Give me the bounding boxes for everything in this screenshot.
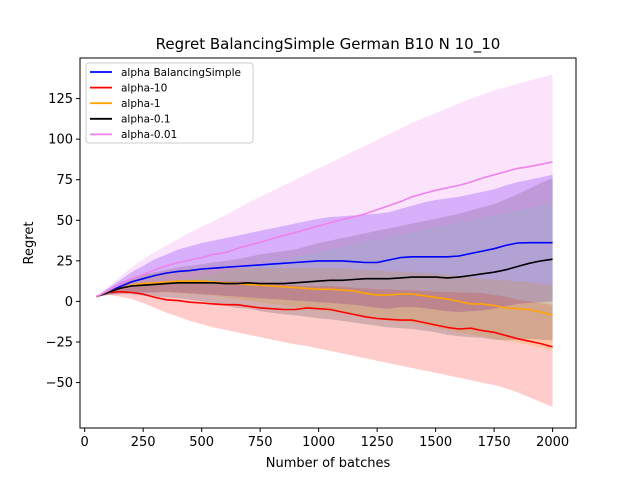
x-tick-label: 2000 xyxy=(536,435,569,450)
legend-label-alpha-10: alpha-10 xyxy=(121,82,167,94)
legend: alpha BalancingSimple alpha-10 alpha-1 alph… xyxy=(85,62,254,144)
legend-box xyxy=(85,62,254,144)
band-alpha-0-01 xyxy=(96,74,553,297)
line-alpha-balancingsimple xyxy=(96,241,553,298)
x-tick-label: 1250 xyxy=(361,435,394,450)
band-alpha-0-1 xyxy=(96,178,553,341)
line-alpha-0-1 xyxy=(96,258,553,298)
line-alpha-0-01 xyxy=(96,161,553,298)
legend-label-alpha-0-1: alpha-0.1 xyxy=(121,114,171,126)
y-axis-label: Regret xyxy=(22,222,37,265)
y-tick-label: 75 xyxy=(56,173,73,188)
y-axis-ticks: −50 −25 0 25 50 75 100 125 xyxy=(46,92,80,391)
legend-label-alpha-0-01: alpha-0.01 xyxy=(121,129,177,141)
series-lines xyxy=(96,161,553,348)
line-alpha-1 xyxy=(96,280,553,316)
x-tick-label: 0 xyxy=(81,435,89,450)
legend-label-alpha-1: alpha-1 xyxy=(121,98,161,110)
line-alpha-10 xyxy=(96,290,553,348)
y-tick-label: 125 xyxy=(48,92,73,107)
legend-label-alpha-balancingsimple: alpha BalancingSimple xyxy=(121,67,241,79)
y-tick-label: 25 xyxy=(56,254,73,269)
x-tick-label: 500 xyxy=(189,435,214,450)
axes-frame xyxy=(79,57,577,429)
plot-area xyxy=(96,74,553,407)
y-tick-label: 0 xyxy=(65,295,73,310)
band-alpha-10 xyxy=(96,281,553,407)
x-axis-ticks: 0 250 500 750 1000 1250 1500 1750 2000 xyxy=(81,428,569,450)
y-tick-label: −50 xyxy=(46,376,73,391)
x-tick-label: 1500 xyxy=(419,435,452,450)
x-tick-label: 1000 xyxy=(302,435,335,450)
x-tick-label: 750 xyxy=(248,435,273,450)
y-tick-label: 50 xyxy=(56,214,73,229)
y-tick-label: −25 xyxy=(46,335,73,350)
y-tick-label: 100 xyxy=(48,133,73,148)
chart-title: Regret BalancingSimple German B10 N 10_1… xyxy=(156,35,501,54)
x-tick-label: 250 xyxy=(131,435,156,450)
x-tick-label: 1750 xyxy=(478,435,511,450)
x-axis-label: Number of batches xyxy=(266,456,391,471)
